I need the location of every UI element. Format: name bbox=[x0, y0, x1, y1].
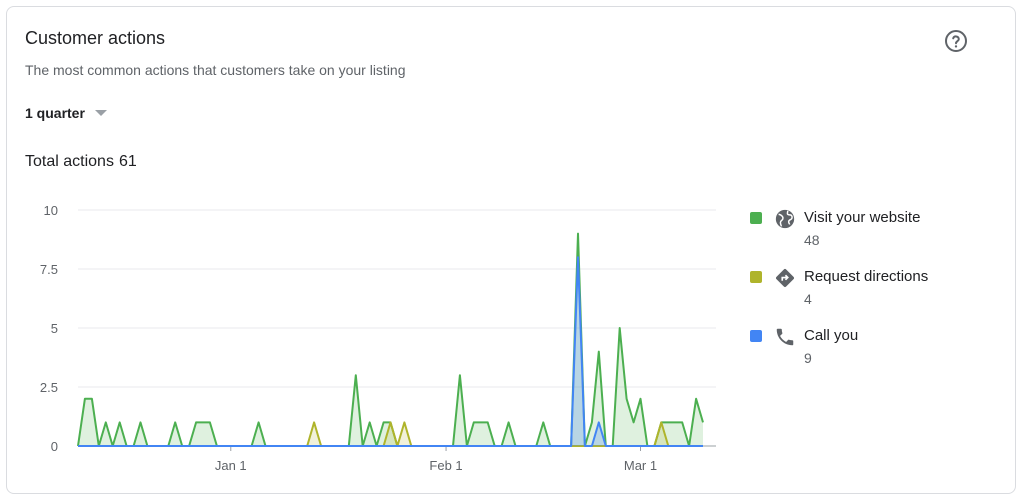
legend-label-call: Call you bbox=[804, 327, 859, 344]
legend-swatch-call bbox=[750, 330, 762, 342]
y-tick-label: 5 bbox=[51, 321, 58, 336]
series-area-2 bbox=[78, 257, 703, 446]
total-actions: Total actions 61 bbox=[25, 153, 142, 171]
legend-label-website: Visit your website bbox=[804, 209, 921, 226]
chart-legend: Visit your website 48 Request directions… bbox=[744, 204, 994, 381]
y-tick-label: 0 bbox=[51, 439, 58, 454]
series-area-0 bbox=[78, 233, 703, 446]
phone-icon bbox=[776, 328, 794, 346]
legend-item-call[interactable]: Call you 9 bbox=[744, 322, 994, 381]
total-actions-value: 61 bbox=[118, 153, 137, 170]
globe-icon bbox=[775, 209, 795, 229]
chevron-down-icon bbox=[94, 110, 107, 116]
legend-item-website[interactable]: Visit your website 48 bbox=[744, 204, 994, 263]
help-icon[interactable] bbox=[944, 29, 968, 53]
card-title: Customer actions bbox=[25, 28, 166, 48]
total-actions-label: Total actions bbox=[25, 153, 114, 170]
series-line-0 bbox=[77, 232, 704, 447]
time-range-label: 1 quarter bbox=[25, 105, 85, 121]
series-area-1 bbox=[78, 422, 703, 446]
legend-item-directions[interactable]: Request directions 4 bbox=[744, 263, 994, 322]
card-subtitle: The most common actions that customers t… bbox=[25, 62, 406, 78]
y-tick-label: 10 bbox=[44, 203, 58, 218]
actions-chart: 0 2.5 5 7.5 10 Jan 1 Feb 1 Mar 1 bbox=[40, 203, 716, 473]
x-tick-label: Mar 1 bbox=[624, 458, 657, 473]
customer-actions-card bbox=[6, 6, 1016, 494]
legend-count-directions: 4 bbox=[804, 291, 812, 307]
legend-swatch-website bbox=[750, 212, 762, 224]
x-tick-label: Feb 1 bbox=[429, 458, 462, 473]
y-tick-label: 2.5 bbox=[40, 380, 58, 395]
legend-count-call: 9 bbox=[804, 350, 812, 366]
legend-label-directions: Request directions bbox=[804, 268, 929, 285]
series-line-2 bbox=[78, 256, 703, 447]
x-tick-label: Jan 1 bbox=[215, 458, 247, 473]
legend-count-website: 48 bbox=[804, 232, 820, 248]
y-tick-label: 7.5 bbox=[40, 262, 58, 277]
directions-icon bbox=[776, 269, 794, 287]
time-range-dropdown[interactable]: 1 quarter bbox=[25, 105, 107, 121]
legend-swatch-directions bbox=[750, 271, 762, 283]
